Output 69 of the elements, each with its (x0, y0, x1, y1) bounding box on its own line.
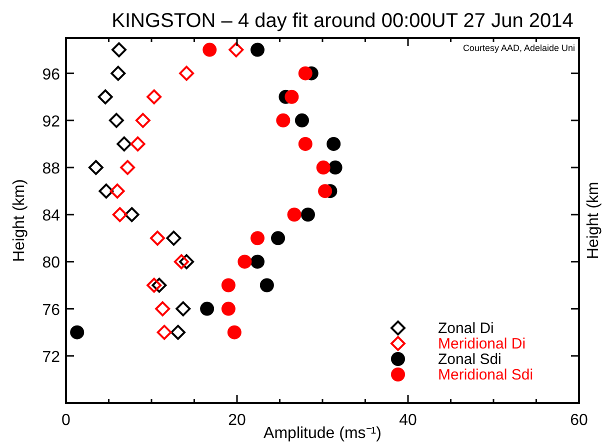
point (179, 66, 194, 81)
point (250, 231, 265, 246)
point (146, 89, 162, 104)
point (294, 113, 309, 128)
point (70, 325, 84, 340)
point (328, 160, 342, 175)
point (112, 207, 128, 222)
point (284, 90, 299, 104)
point (130, 136, 146, 152)
y-tick-label: 96 (42, 66, 60, 84)
point (300, 208, 315, 222)
text: Height (km (585, 182, 602, 260)
point (298, 66, 312, 80)
y-tick-label: 72 (42, 348, 60, 366)
point (120, 160, 136, 176)
x-axis-title: Amplitude (ms⁻¹) (264, 425, 382, 442)
point (98, 89, 113, 104)
x-tick-label: 40 (399, 412, 417, 429)
y-tick-label: 92 (42, 113, 60, 130)
point (116, 136, 132, 152)
legend-label: Zonal Di (438, 320, 494, 337)
point (135, 112, 150, 128)
point (156, 324, 172, 340)
point (108, 112, 124, 128)
point (146, 278, 162, 293)
legend-label: Meridional Sdi (438, 366, 534, 384)
point (176, 301, 191, 316)
point (110, 66, 126, 81)
legend-label: Meridional Di (438, 336, 526, 352)
point (276, 113, 290, 128)
y-tick-label: 84 (42, 208, 60, 225)
point (227, 325, 242, 340)
point (174, 254, 189, 270)
point (110, 184, 125, 199)
point (318, 184, 332, 198)
point (98, 184, 114, 199)
point (170, 324, 186, 340)
point (250, 254, 265, 269)
point (298, 136, 312, 151)
point (260, 278, 274, 292)
point (228, 42, 244, 58)
point (152, 278, 167, 293)
point (112, 42, 127, 58)
point (250, 42, 265, 57)
point (326, 136, 341, 151)
y-tick-label: 88 (42, 160, 60, 178)
point (166, 230, 182, 246)
x-tick-label: 0 (62, 412, 71, 429)
point (316, 160, 330, 175)
x-tick-label: 20 (228, 412, 246, 429)
y-tick-label: 76 (42, 302, 60, 319)
point (155, 301, 170, 316)
point (221, 278, 236, 292)
point (124, 207, 140, 222)
point (200, 302, 214, 316)
point (287, 208, 302, 222)
point (271, 231, 286, 246)
point (150, 230, 165, 246)
y-axis-title: Height (km) (11, 179, 28, 262)
point (221, 302, 236, 316)
y-tick-label: 80 (42, 254, 60, 272)
chart-title: KINGSTON – 4 day fit around 00:00UT 27 Jun 2014 (112, 10, 574, 32)
x-tick-label: 60 (570, 412, 588, 429)
point (202, 42, 217, 57)
point (179, 254, 194, 270)
point (88, 160, 104, 176)
annotation: Courtesy AAD, Adelaide Uni (462, 43, 575, 53)
legend-label: Zonal Sdi (438, 351, 502, 368)
point (238, 254, 252, 269)
